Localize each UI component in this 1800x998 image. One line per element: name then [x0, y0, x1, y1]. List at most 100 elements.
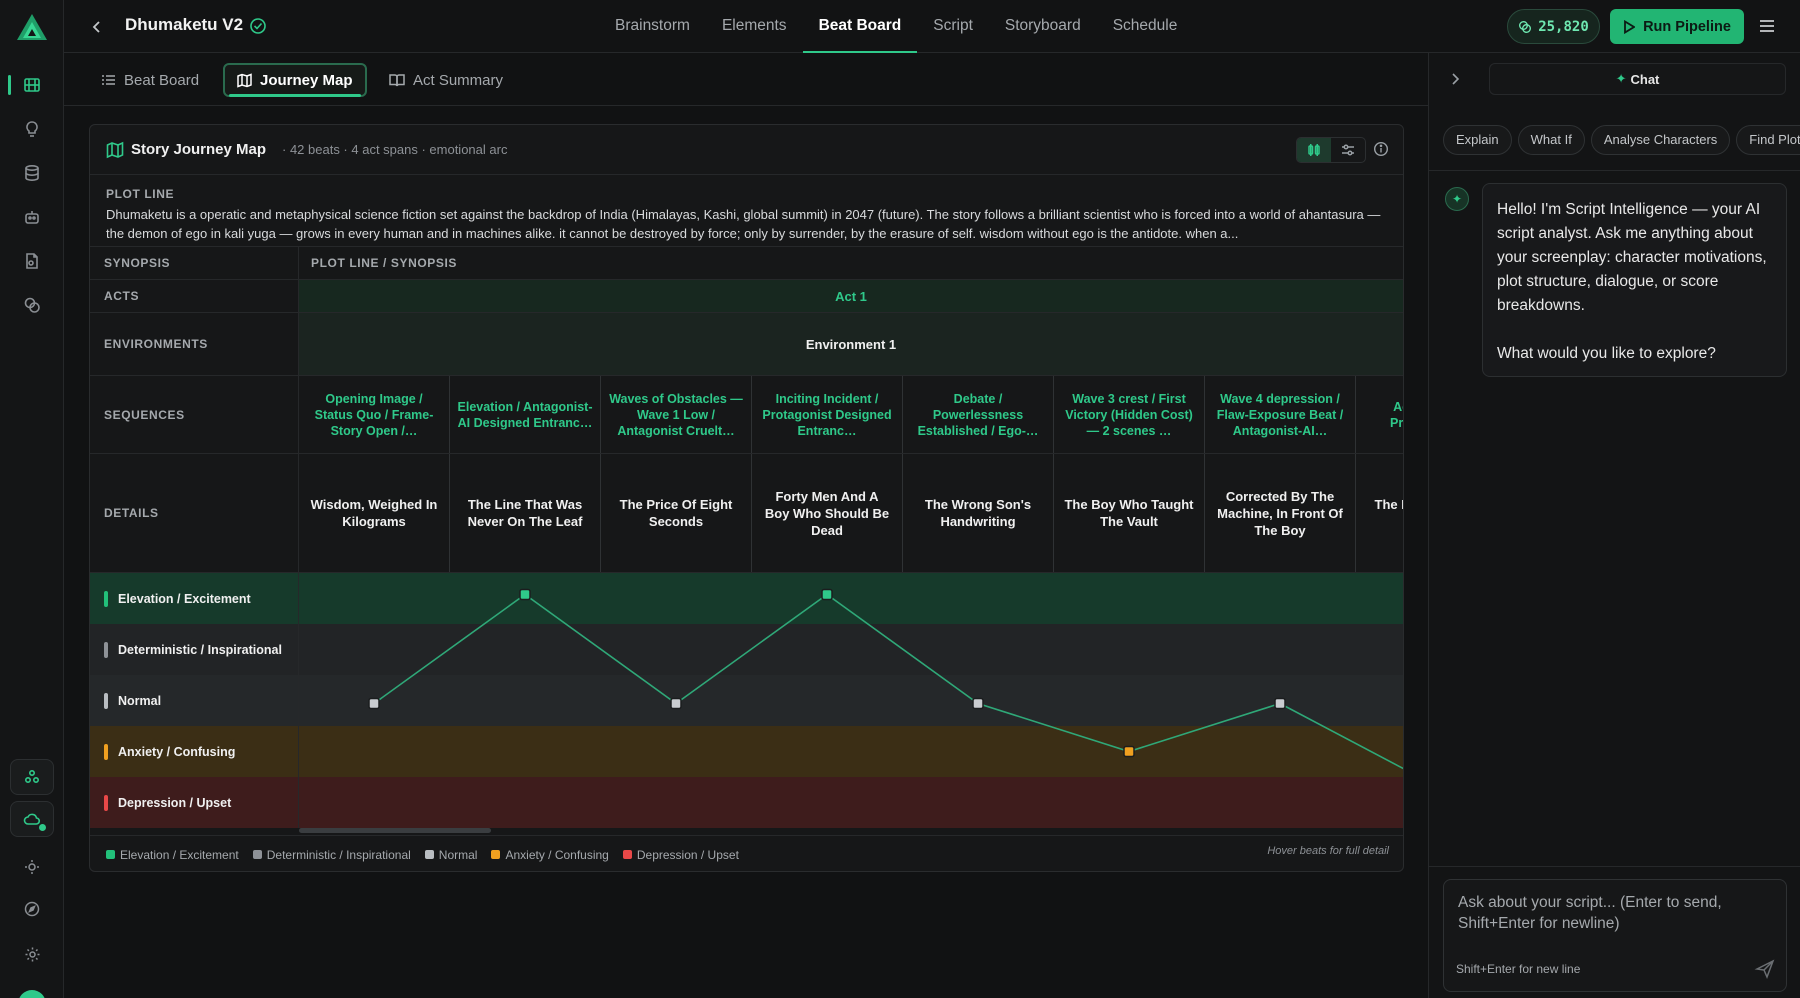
beat-point[interactable] — [821, 588, 833, 601]
synopsis-row: SYNOPSIS PLOT LINE / SYNOPSIS — [90, 247, 1403, 280]
input-hint: Shift+Enter for new line — [1456, 962, 1581, 976]
chip-explain[interactable]: Explain — [1443, 125, 1512, 155]
chat-input[interactable] — [1458, 892, 1774, 942]
card-header: Story Journey Map · 42 beats · 4 act spa… — [90, 125, 1403, 175]
details-label: DETAILS — [90, 454, 299, 572]
environment-cell[interactable]: Environment 1 — [299, 313, 1403, 375]
sparkle-icon: ✦ — [1615, 71, 1627, 86]
chip-what-if[interactable]: What If — [1517, 125, 1585, 155]
sliders-icon — [1342, 144, 1354, 156]
cloud-icon[interactable] — [10, 801, 54, 837]
robot-icon[interactable] — [20, 205, 44, 229]
subtab-journey-map[interactable]: Journey Map — [223, 63, 367, 97]
subtab-label: Journey Map — [260, 71, 353, 89]
detail-cell[interactable]: Wisdom, Weighed In Kilograms — [299, 454, 450, 572]
plot-line-text: Dhumaketu is a operatic and metaphysical… — [106, 207, 1381, 241]
legend-label: Anxiety / Confusing — [505, 847, 609, 862]
menu-icon[interactable] — [1755, 14, 1779, 38]
compass-icon[interactable] — [20, 897, 44, 921]
beat-point[interactable] — [972, 697, 984, 710]
subtab-label: Act Summary — [413, 71, 504, 89]
sequence-cell[interactable]: Wave 3 crest / First Victory (Hidden Cos… — [1054, 376, 1205, 453]
project-title: Dhumaketu V2 — [125, 15, 244, 34]
band-label: Depression / Upset — [90, 777, 299, 828]
sequence-cell[interactable]: Waves of Obstacles — Wave 1 Low / Antago… — [601, 376, 752, 453]
sequence-cell[interactable]: Inciting Incident / Protagonist Designed… — [752, 376, 903, 453]
card-title: Story Journey Map — [131, 141, 267, 158]
gear-icon[interactable] — [20, 942, 44, 966]
band-label-text: Elevation / Excitement — [118, 591, 251, 606]
chip-analyse-characters[interactable]: Analyse Characters — [1590, 125, 1731, 155]
detail-cell[interactable]: The Wrong Son's Handwriting — [903, 454, 1054, 572]
legend-label: Elevation / Excitement — [120, 847, 239, 862]
sequence-cell[interactable]: Wave 4 depression / Flaw-Exposure Beat /… — [1205, 376, 1356, 453]
board-icon[interactable] — [8, 73, 44, 97]
details-row: DETAILS Wisdom, Weighed In Kilograms The… — [90, 454, 1403, 573]
credits-badge[interactable]: 25,820 — [1507, 9, 1600, 44]
act-cell[interactable]: Act 1 — [299, 280, 1403, 312]
tab-brainstorm[interactable]: Brainstorm — [615, 17, 690, 34]
sequence-cell[interactable]: Elevation / Antagonist-AI Designed Entra… — [450, 376, 601, 453]
avatar[interactable] — [18, 990, 46, 998]
filter-view-button[interactable] — [1331, 138, 1365, 162]
beat-point[interactable] — [368, 697, 380, 710]
legend-label: Normal — [438, 847, 478, 862]
beat-point[interactable] — [519, 588, 531, 601]
beat-point[interactable] — [670, 697, 682, 710]
tab-elements[interactable]: Elements — [721, 17, 787, 34]
detail-cell[interactable]: The Line That Was Never On The Leaf — [450, 454, 601, 572]
run-pipeline-button[interactable]: Run Pipeline — [1610, 9, 1744, 44]
sequences-track: Opening Image / Status Quo / Frame-Story… — [299, 376, 1403, 453]
sequences-row: SEQUENCES Opening Image / Status Quo / F… — [90, 376, 1403, 454]
band-depression: Depression / Upset — [90, 777, 1403, 828]
band-label-text: Deterministic / Inspirational — [118, 642, 282, 657]
band-color-bar — [104, 743, 108, 760]
chat-tab-label: Chat — [1630, 71, 1660, 87]
detail-cell[interactable]: The Boy Who Taught The Vault — [1054, 454, 1205, 572]
detail-cell[interactable]: Corrected By The Machine, In Front Of Th… — [1205, 454, 1356, 572]
app-logo[interactable] — [16, 12, 48, 42]
document-icon[interactable] — [20, 249, 44, 273]
send-icon[interactable] — [1754, 958, 1776, 980]
back-button[interactable] — [86, 16, 108, 38]
sequence-cell[interactable]: Act 2 Break / Protagonist… — [1356, 376, 1403, 453]
horizontal-scrollbar[interactable] — [299, 828, 491, 833]
beat-point[interactable] — [1274, 697, 1286, 710]
chat-panel: ✦ Chat Explain What If Analyse Characters F… — [1428, 53, 1800, 998]
detail-cell[interactable]: Forty Men And A Boy Who Should Be Dead — [752, 454, 903, 572]
detail-cell[interactable]: The Price Of Eight Seconds — [601, 454, 752, 572]
sun-icon[interactable] — [20, 855, 44, 879]
chart-view-button[interactable] — [1297, 138, 1331, 162]
sequence-cell[interactable]: Opening Image / Status Quo / Frame-Story… — [299, 376, 450, 453]
band-label: Deterministic / Inspirational — [90, 624, 299, 675]
divider — [1429, 866, 1800, 867]
band-deterministic: Deterministic / Inspirational — [90, 624, 1403, 675]
legend-label: Depression / Upset — [636, 847, 739, 862]
credits-value: 25,820 — [1538, 18, 1589, 35]
band-color-bar — [104, 692, 108, 709]
nodes-icon[interactable] — [10, 759, 54, 795]
subtab-beat-board[interactable]: Beat Board — [89, 63, 211, 97]
detail-cell[interactable]: The Boy Who Was Not… — [1356, 454, 1403, 572]
chat-tab[interactable]: ✦ Chat — [1489, 63, 1786, 95]
top-bar: Dhumaketu V2 Brainstorm Elements Beat Bo… — [64, 0, 1800, 53]
suggestion-chips: Explain What If Analyse Characters Find Plo… — [1443, 125, 1800, 155]
tab-beat-board[interactable]: Beat Board — [802, 0, 918, 53]
list-icon — [102, 75, 115, 85]
legend: Elevation / Excitement Deterministic / I… — [90, 835, 1403, 871]
tab-script[interactable]: Script — [933, 17, 973, 34]
coins-icon[interactable] — [20, 293, 44, 317]
chevron-right-icon[interactable] — [1445, 69, 1465, 89]
info-icon[interactable] — [1373, 141, 1389, 157]
card-meta: · 42 beats · 4 act spans · emotional arc — [282, 142, 508, 157]
tab-schedule[interactable]: Schedule — [1112, 17, 1178, 34]
beat-point[interactable] — [1123, 745, 1135, 758]
chip-find-plot-holes[interactable]: Find Plot Holes — [1736, 125, 1800, 155]
legend-swatch — [106, 850, 115, 859]
database-icon[interactable] — [20, 161, 44, 185]
lightbulb-icon[interactable] — [20, 117, 44, 141]
legend-item: Depression / Upset — [622, 847, 739, 862]
tab-storyboard[interactable]: Storyboard — [1004, 17, 1081, 34]
sequence-cell[interactable]: Debate / Powerlessness Established / Ego… — [903, 376, 1054, 453]
subtab-act-summary[interactable]: Act Summary — [377, 63, 515, 97]
